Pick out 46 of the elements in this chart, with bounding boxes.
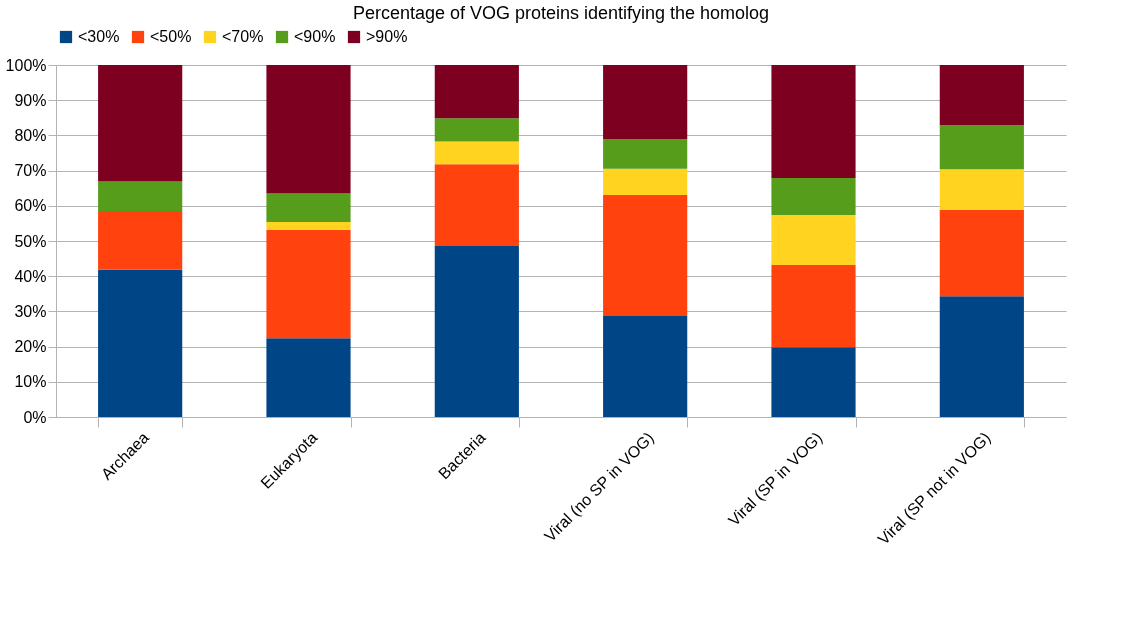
bar [771, 347, 856, 417]
bar [771, 177, 856, 215]
bar [266, 65, 351, 194]
bar [939, 209, 1024, 297]
bar [603, 138, 688, 169]
bar [434, 164, 519, 246]
y-tick-label: 100% [5, 56, 47, 74]
bar [98, 269, 183, 417]
bar [266, 221, 351, 230]
y-tick-label: 10% [14, 373, 47, 391]
y-tick-label: 40% [14, 267, 47, 285]
bar [603, 168, 688, 195]
legend-label: >90% [366, 28, 408, 45]
y-tick-label: 60% [14, 197, 47, 215]
bar [771, 214, 856, 265]
y-tick-label: 70% [14, 162, 47, 180]
bar [771, 65, 856, 178]
chart-title: Percentage of VOG proteins identifying the homolog [352, 3, 770, 23]
bar [434, 118, 519, 142]
bar [434, 245, 519, 417]
bar [603, 315, 688, 417]
bar [266, 229, 351, 339]
bar [98, 65, 183, 182]
legend-label: <50% [150, 28, 192, 45]
bar [939, 125, 1024, 170]
bar [98, 181, 183, 212]
bar [939, 169, 1024, 210]
y-tick-label: 50% [14, 232, 47, 250]
bar [939, 65, 1024, 126]
bar [771, 264, 856, 348]
legend-label: <70% [222, 28, 264, 45]
bar [939, 296, 1024, 417]
bar [434, 65, 519, 119]
bar [603, 65, 688, 139]
legend-label: <30% [78, 28, 120, 45]
y-tick-label: 20% [14, 338, 47, 356]
bar [266, 338, 351, 417]
y-tick-label: 90% [14, 91, 47, 109]
bar [603, 194, 688, 316]
legend-label: <90% [294, 28, 336, 45]
y-tick-label: 80% [14, 126, 47, 144]
y-tick-label: 0% [23, 408, 47, 426]
y-tick-label: 30% [14, 302, 47, 320]
bar [266, 193, 351, 222]
bar [98, 211, 183, 270]
bar [434, 141, 519, 165]
